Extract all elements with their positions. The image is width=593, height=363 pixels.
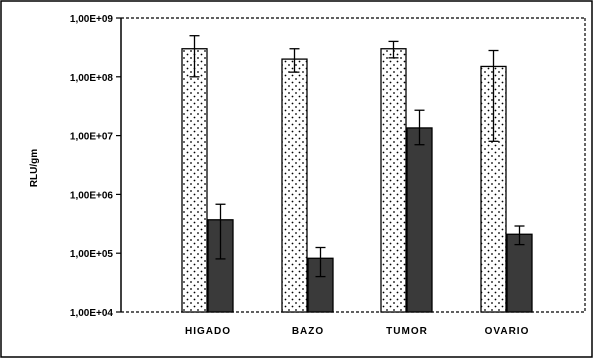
bar-dotted-white-tumor — [380, 48, 407, 313]
x-tick-label: BAZO — [292, 326, 324, 337]
y-tick-label: 1,00E+07 — [70, 132, 114, 143]
bar-dotted-white-higado — [181, 48, 208, 313]
y-tick-label: 1,00E+06 — [70, 190, 114, 201]
y-tick-label: 1,00E+09 — [70, 14, 114, 25]
y-tick-label: 1,00E+08 — [70, 73, 114, 84]
y-tick-label: 1,00E+04 — [70, 308, 114, 319]
y-axis-title: RLU/gm — [29, 149, 40, 187]
bar-solid-dark-tumor — [406, 127, 433, 313]
bar-dotted-white-bazo — [281, 58, 308, 313]
x-tick-label: TUMOR — [386, 326, 428, 337]
bar-solid-dark-ovario — [506, 233, 533, 313]
x-tick-label: HIGADO — [185, 326, 231, 337]
x-tick-label: OVARIO — [485, 326, 530, 337]
y-tick-label: 1,00E+05 — [70, 249, 114, 260]
